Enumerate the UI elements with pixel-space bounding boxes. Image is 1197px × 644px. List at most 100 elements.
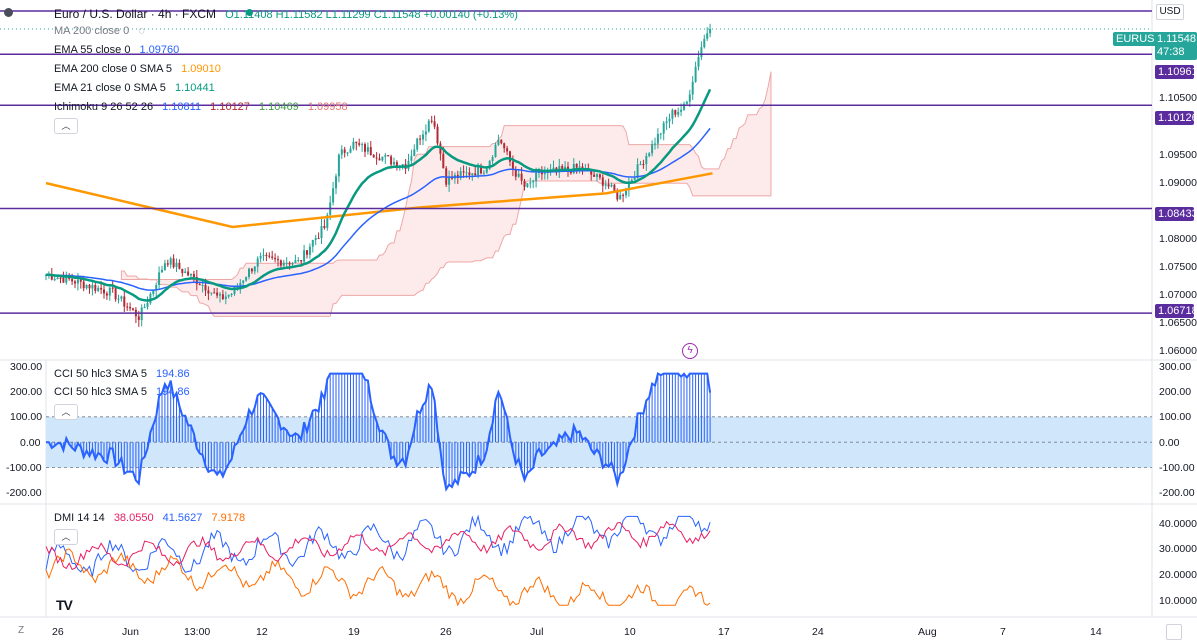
horizontal-levels[interactable] — [0, 10, 1152, 314]
candle-body — [448, 176, 451, 185]
candle-body — [529, 182, 532, 184]
candle-body — [361, 144, 364, 146]
eye-hidden-icon[interactable]: ◌ — [138, 25, 145, 37]
cci-axis-label-left: -200.00 — [6, 487, 42, 499]
timezone-icon[interactable]: Z — [18, 625, 25, 636]
candle-body — [50, 274, 53, 280]
candle-body — [161, 269, 163, 273]
dmi-collapse-button[interactable]: ︿ — [54, 529, 78, 545]
cci-legend-1[interactable]: CCI 50 hlc3 SMA 5 194.86 — [54, 365, 196, 383]
candle-body — [654, 143, 656, 145]
candle-body — [482, 172, 485, 174]
candle-body — [288, 262, 291, 265]
ema55-label: EMA 55 close 0 — [54, 44, 131, 56]
cloud-area — [120, 71, 772, 317]
cci-axis-label-left: -100.00 — [6, 462, 42, 474]
cci-collapse-button[interactable]: ︿ — [54, 404, 78, 420]
candle-body — [401, 164, 404, 166]
ichimoku-legend[interactable]: Ichimoku 9 26 52 26 1.10811 1.10127 1.10… — [54, 98, 354, 116]
candle-body — [683, 103, 685, 110]
candle-body — [117, 298, 120, 300]
candle-body — [314, 238, 317, 240]
candle-body — [143, 306, 146, 308]
candle-body — [79, 279, 82, 282]
ema21-value: 1.10441 — [174, 82, 215, 94]
tradingview-logo: TV — [56, 597, 73, 613]
candle-body — [306, 250, 308, 255]
candle-body — [82, 281, 85, 289]
cci-legend-2[interactable]: CCI 50 hlc3 SMA 5 194.86 — [54, 383, 196, 401]
dmi-plus-value: 41.5627 — [162, 512, 203, 524]
ema200-line — [45, 172, 713, 229]
candle-body — [633, 178, 636, 180]
candle-body — [416, 138, 419, 150]
dmi-axis-label: 10.0000 — [1159, 595, 1197, 607]
candle-body — [291, 262, 294, 265]
candle-body — [520, 173, 523, 181]
cci-label: CCI 50 hlc3 SMA 5 — [54, 386, 147, 398]
symbol-title[interactable]: Euro / U.S. Dollar · 4h · FXCM — [54, 7, 217, 21]
candle-body — [349, 148, 352, 153]
candle-body — [294, 260, 297, 263]
candle-body — [639, 164, 642, 166]
candle-body — [343, 149, 346, 153]
time-axis-label: Jun — [122, 626, 139, 638]
ema55-legend[interactable]: EMA 55 close 0 1.09760 — [54, 41, 185, 59]
collapse-legend-button[interactable]: ︿ — [54, 118, 78, 134]
candle-body — [65, 275, 68, 283]
candle-body — [514, 169, 517, 177]
candle-body — [558, 166, 561, 171]
cci-axis-label: 0.00 — [1159, 437, 1180, 449]
ohlc-values: O1.11408 H1.11582 L1.11299 C1.11548 +0.0… — [225, 9, 518, 21]
header-legend: Euro / U.S. Dollar · 4h · FXCM O1.11408 … — [54, 5, 524, 24]
candle-body — [393, 162, 395, 165]
dmi-pane — [45, 514, 711, 607]
bar-countdown: 47:38 — [1157, 46, 1185, 58]
time-axis-label: 19 — [348, 626, 360, 638]
lightning-icon[interactable]: ϟ — [682, 343, 698, 359]
candle-body — [480, 166, 482, 174]
candle-body — [645, 155, 648, 165]
candle-body — [459, 171, 462, 178]
dmi-legend[interactable]: DMI 14 14 38.0550 41.5627 7.9178 — [54, 509, 251, 527]
candle-body — [390, 156, 393, 165]
time-axis-label: 13:00 — [184, 626, 211, 638]
candle-body — [149, 293, 152, 304]
ichimoku-cloud — [120, 71, 772, 317]
candle-body — [656, 133, 659, 144]
price-axis-label: 1.07500 — [1159, 261, 1197, 273]
candle-body — [129, 306, 132, 309]
settings-icon[interactable] — [1166, 624, 1182, 640]
candle-body — [317, 238, 320, 240]
candle-body — [685, 101, 688, 104]
ichimoku-conversion: 1.10811 — [162, 101, 202, 113]
candle-body — [323, 226, 326, 228]
ema55-value: 1.09760 — [139, 44, 180, 56]
candle-body — [146, 303, 149, 307]
candle-body — [488, 160, 491, 169]
cci-axis-label-left: 200.00 — [10, 386, 43, 398]
candle-body — [697, 57, 700, 67]
ma200-legend[interactable]: MA 200 close 0 ◌ — [54, 22, 151, 40]
currency-button[interactable]: USD — [1156, 4, 1184, 20]
candle-body — [268, 255, 271, 257]
candle-body — [430, 120, 433, 122]
candle-body — [395, 162, 398, 168]
ema200-label: EMA 200 close 0 SMA 5 — [54, 63, 173, 75]
candle-body — [332, 188, 335, 203]
candle-body — [187, 271, 190, 276]
candle-body — [593, 174, 596, 177]
candle-body — [227, 294, 230, 297]
candle-body — [219, 294, 221, 296]
candle-body — [561, 166, 564, 170]
candle-body — [465, 172, 468, 174]
ema200-legend[interactable]: EMA 200 close 0 SMA 5 1.09010 — [54, 60, 227, 78]
candle-body — [259, 255, 262, 259]
candle-body — [497, 139, 500, 145]
candle-body — [303, 250, 306, 262]
candle-body — [262, 255, 265, 257]
candle-body — [352, 141, 355, 149]
ema21-legend[interactable]: EMA 21 close 0 SMA 5 1.10441 — [54, 79, 221, 97]
candle-body — [166, 263, 169, 265]
